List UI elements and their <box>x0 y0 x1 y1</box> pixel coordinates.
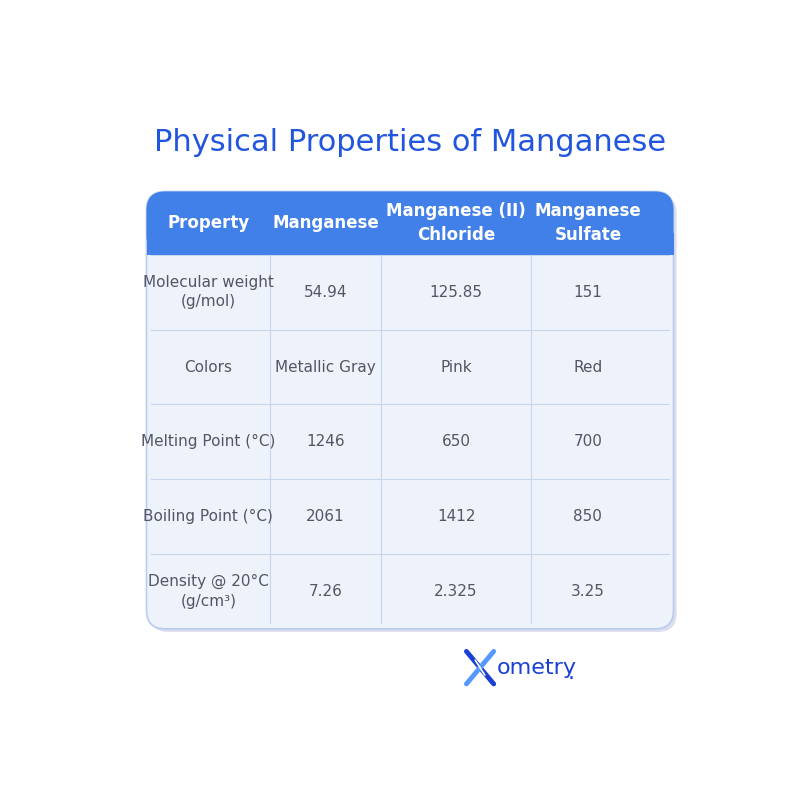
Text: Manganese: Manganese <box>272 214 379 232</box>
Text: 850: 850 <box>574 509 602 524</box>
Text: Red: Red <box>574 359 602 374</box>
Text: 1246: 1246 <box>306 434 345 450</box>
Bar <box>146 233 674 255</box>
FancyBboxPatch shape <box>146 191 674 629</box>
Text: ometry: ometry <box>497 658 577 678</box>
FancyBboxPatch shape <box>146 191 674 255</box>
Text: Property: Property <box>167 214 250 232</box>
Text: 125.85: 125.85 <box>430 285 482 300</box>
Text: Melting Point (°C): Melting Point (°C) <box>142 434 276 450</box>
FancyBboxPatch shape <box>150 194 677 632</box>
Text: Manganese (II)
Chloride: Manganese (II) Chloride <box>386 202 526 244</box>
Text: Boiling Point (°C): Boiling Point (°C) <box>143 509 274 524</box>
Text: Physical Properties of Manganese: Physical Properties of Manganese <box>154 128 666 157</box>
Text: 2.325: 2.325 <box>434 584 478 599</box>
Text: Manganese
Sulfate: Manganese Sulfate <box>534 202 642 244</box>
Text: 2061: 2061 <box>306 509 345 524</box>
Text: Colors: Colors <box>185 359 233 374</box>
Text: Density @ 20°C
(g/cm³): Density @ 20°C (g/cm³) <box>148 574 269 609</box>
Text: Pink: Pink <box>440 359 472 374</box>
Text: 650: 650 <box>442 434 470 450</box>
Text: 1412: 1412 <box>437 509 475 524</box>
Text: 7.26: 7.26 <box>309 584 342 599</box>
Text: 151: 151 <box>574 285 602 300</box>
Text: 54.94: 54.94 <box>304 285 347 300</box>
Text: Molecular weight
(g/mol): Molecular weight (g/mol) <box>143 275 274 310</box>
Text: Metallic Gray: Metallic Gray <box>275 359 376 374</box>
Text: .: . <box>568 662 575 682</box>
Text: 3.25: 3.25 <box>571 584 605 599</box>
Text: 700: 700 <box>574 434 602 450</box>
